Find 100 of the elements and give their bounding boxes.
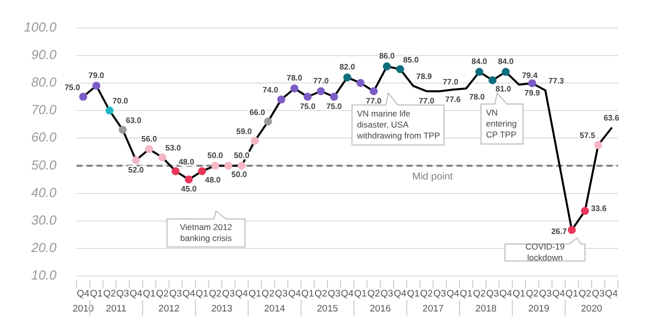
- x-tick-label: Q4: [446, 288, 460, 300]
- annotation: COVID-19 lockdown: [525, 241, 565, 262]
- x-tick-label: Q2: [367, 288, 380, 300]
- x-tick-label: Q2: [262, 288, 274, 300]
- annotation: VN entering CP TPP: [486, 107, 517, 140]
- ref-line-label: Mid point: [412, 171, 454, 182]
- x-tick-label: Q4: [499, 288, 512, 300]
- point: [475, 68, 484, 76]
- data-label: 79.4: [522, 70, 538, 80]
- x-tick-label: Q4: [605, 288, 618, 300]
- data-label: 84.0: [472, 57, 488, 66]
- point: [118, 126, 127, 134]
- data-label: 77.0: [442, 77, 459, 86]
- y-tick-label: 20.0: [30, 240, 58, 256]
- data-label: 86.0: [379, 52, 396, 61]
- point: [277, 96, 286, 104]
- x-tick-label: Q2: [526, 288, 538, 300]
- data-label: 84.0: [498, 57, 514, 66]
- x-tick-label: Q3: [274, 288, 288, 300]
- x-tick-label: Q3: [539, 288, 552, 300]
- x-tick-label: Q3: [433, 288, 446, 300]
- x-tick-label: Q4: [130, 288, 142, 300]
- x-tick-label: Q2: [420, 288, 433, 300]
- point: [79, 92, 88, 101]
- point: [238, 162, 246, 170]
- x-tick-label: Q3: [592, 288, 605, 300]
- y-tick-label: 30.0: [31, 212, 58, 228]
- point: [343, 73, 352, 82]
- point: [580, 206, 589, 215]
- point: [396, 65, 404, 74]
- x-tick-label: Q3: [222, 288, 235, 300]
- y-tick-label: 50.0: [31, 157, 58, 172]
- data-label: 77.3: [548, 76, 564, 86]
- x-tick-label: Q4: [552, 288, 565, 300]
- y-tick-label: 100.0: [24, 19, 58, 34]
- data-label: 75.0: [300, 102, 316, 111]
- x-tick-label: Q1: [90, 288, 103, 300]
- x-tick-label: Q4: [76, 288, 90, 300]
- data-label: 77.0: [418, 96, 435, 106]
- point: [92, 82, 100, 90]
- point: [330, 92, 338, 101]
- point: [158, 153, 166, 162]
- point: [106, 106, 114, 115]
- text: 2018: [475, 303, 497, 314]
- data-label: 85.0: [403, 55, 420, 64]
- y-tick-label: 80.0: [31, 74, 58, 90]
- data-label: 77.0: [313, 76, 330, 86]
- x-tick-label: Q4: [394, 288, 406, 300]
- text: 2013: [211, 303, 232, 314]
- data-label: 70.0: [112, 96, 129, 106]
- text: 2015: [316, 303, 338, 314]
- data-label: 50.0: [207, 150, 224, 160]
- text: 2012: [158, 303, 180, 314]
- data-label: 78.0: [286, 74, 303, 83]
- data-label: 77.0: [366, 96, 382, 106]
- x-tick-label: Q2: [578, 288, 592, 300]
- point: [198, 167, 206, 176]
- point: [264, 118, 272, 126]
- data-label: 56.0: [141, 134, 158, 144]
- data-label: 48.0: [178, 157, 195, 166]
- x-tick-label: Q4: [182, 288, 196, 300]
- x-tick-label: Q1: [196, 288, 208, 300]
- text: 2016: [370, 303, 391, 314]
- data-label: 81.0: [496, 84, 512, 94]
- point: [370, 87, 378, 96]
- point: [145, 145, 154, 154]
- y-tick-label: 10.0: [31, 268, 58, 283]
- x-tick-label: Q3: [169, 288, 182, 300]
- data-label: 74.0: [262, 86, 279, 95]
- data-label: 57.5: [580, 131, 596, 140]
- x-tick-label: Q1: [142, 288, 156, 300]
- annotation: Vietnam 2012 banking crisis: [180, 222, 232, 243]
- x-tick-label: Q1: [301, 288, 314, 300]
- data-label: 59.0: [236, 127, 252, 136]
- text: 2010: [72, 303, 94, 314]
- text: 2020: [581, 303, 602, 314]
- point: [356, 78, 364, 87]
- point: [290, 84, 298, 92]
- point: [502, 68, 510, 76]
- data-label: 53.0: [165, 144, 182, 153]
- x-tick-label: Q2: [314, 288, 328, 300]
- point: [304, 92, 312, 101]
- data-label: 45.0: [181, 184, 198, 194]
- data-label: 79.0: [88, 70, 105, 80]
- x-tick-label: Q4: [340, 288, 354, 300]
- text: 2011: [106, 303, 126, 314]
- x-tick-label: Q3: [486, 288, 499, 300]
- x-tick-label: Q1: [354, 288, 367, 300]
- data-label: 75.0: [326, 102, 342, 111]
- point: [250, 136, 259, 145]
- y-tick-label: 60.0: [31, 130, 58, 145]
- x-tick-label: Q1: [565, 288, 578, 300]
- x-tick-label: Q4: [288, 288, 301, 300]
- text: 2017: [422, 303, 444, 314]
- y-tick-label: 90.0: [31, 46, 58, 62]
- data-label: 48.0: [204, 175, 222, 184]
- x-tick-label: Q2: [103, 288, 116, 300]
- x-tick-label: Q2: [156, 288, 169, 300]
- point: [211, 162, 220, 170]
- data-label: 79.9: [524, 88, 540, 98]
